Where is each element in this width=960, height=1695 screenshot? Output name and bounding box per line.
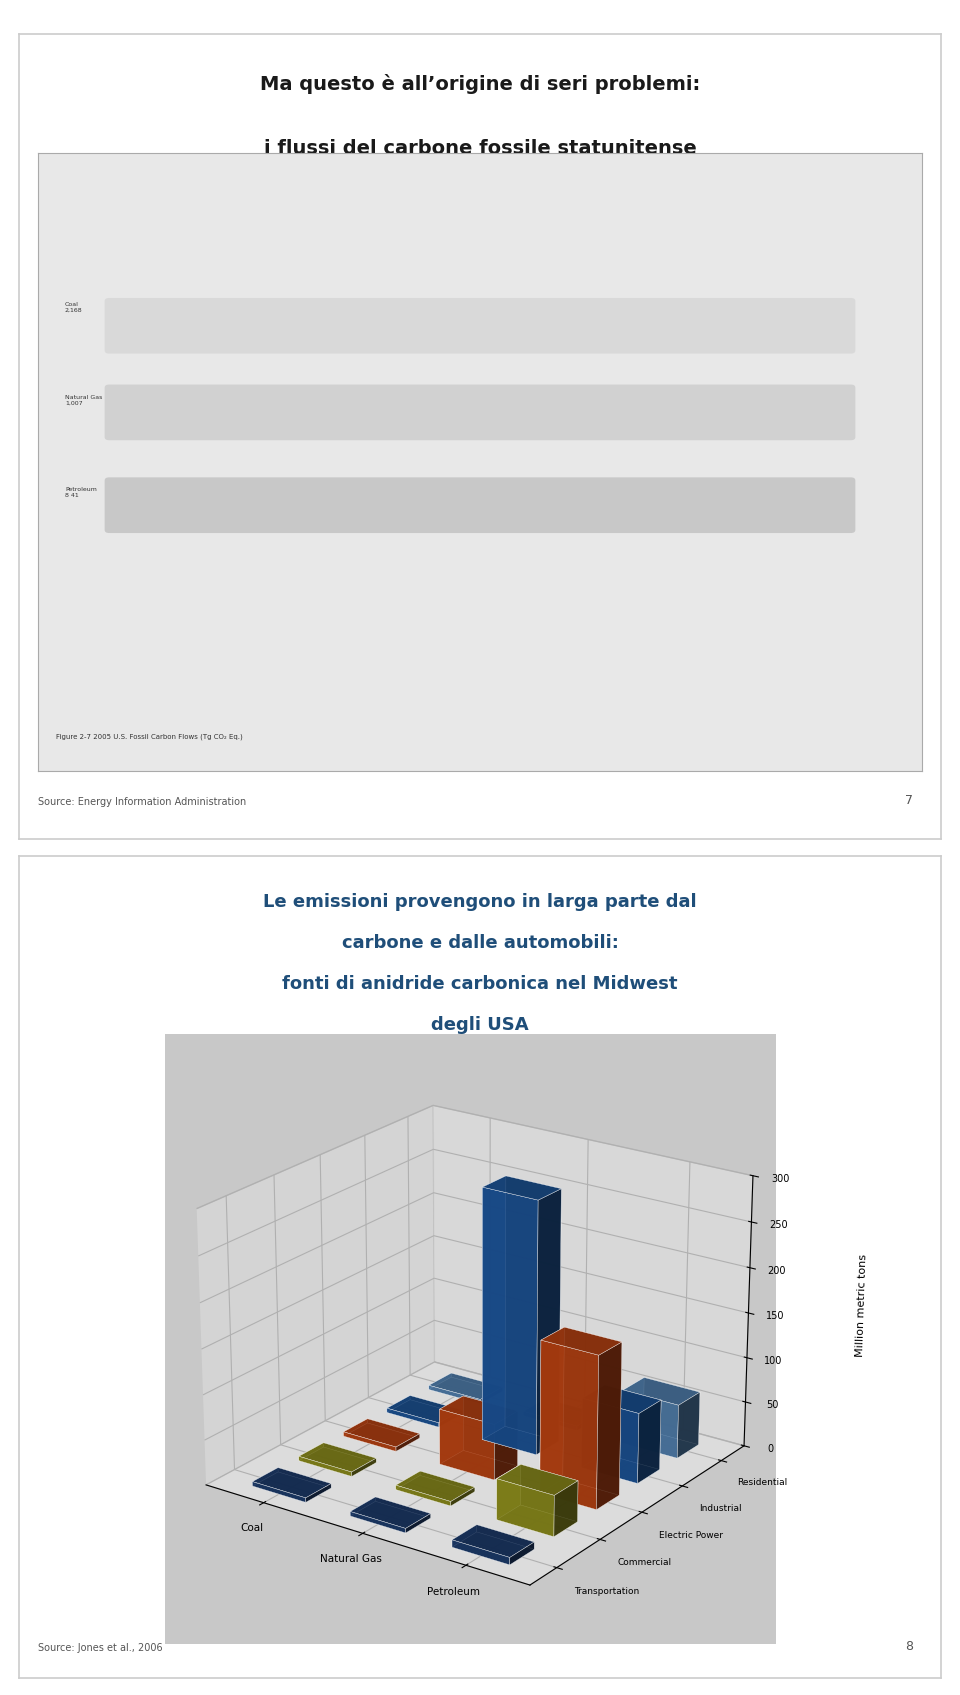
Text: 8: 8 [905,1641,913,1653]
Text: Le emissioni provengono in larga parte dal: Le emissioni provengono in larga parte d… [263,893,697,910]
Text: Figure 2-7 2005 U.S. Fossil Carbon Flows (Tg CO₂ Eq.): Figure 2-7 2005 U.S. Fossil Carbon Flows… [56,734,243,741]
Text: Source: Energy Information Administration: Source: Energy Information Administratio… [37,797,246,807]
FancyBboxPatch shape [105,298,855,354]
Text: Source: Jones et al., 2006: Source: Jones et al., 2006 [37,1644,162,1653]
Text: Coal
2,168: Coal 2,168 [65,302,83,312]
FancyBboxPatch shape [105,385,855,441]
Text: fonti di anidride carbonica nel Midwest: fonti di anidride carbonica nel Midwest [282,975,678,993]
Text: 7: 7 [905,793,913,807]
Text: Natural Gas
1,007: Natural Gas 1,007 [65,395,103,405]
Text: i flussi del carbone fossile statunitense: i flussi del carbone fossile statunitens… [264,139,696,158]
Text: degli USA: degli USA [431,1017,529,1034]
Text: carbone e dalle automobili:: carbone e dalle automobili: [342,934,618,953]
Text: Petroleum
8 41: Petroleum 8 41 [65,488,97,498]
FancyBboxPatch shape [105,478,855,532]
Text: Ma questo è all’origine di seri problemi:: Ma questo è all’origine di seri problemi… [260,75,700,95]
